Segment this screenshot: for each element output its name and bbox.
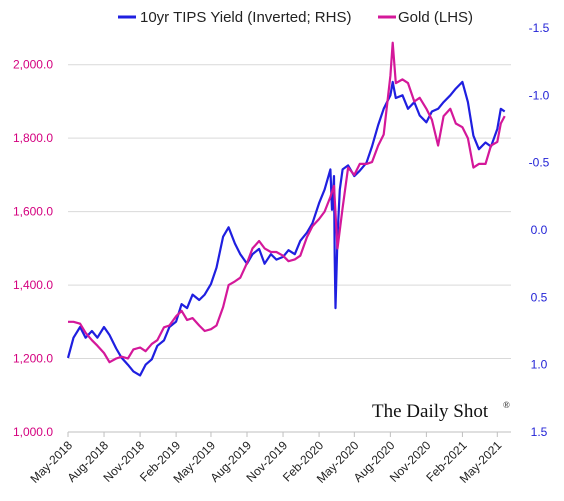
- right-tick-label: 0.5: [531, 290, 548, 304]
- right-tick-label: -1.5: [529, 21, 550, 35]
- left-tick-label: 2,000.0: [13, 58, 53, 72]
- left-tick-label: 1,000.0: [13, 425, 53, 439]
- plot-area: [66, 41, 506, 377]
- left-axis: 1,000.0 1,200.0 1,400.0 1,600.0 1,800.0 2,000…: [13, 58, 53, 439]
- right-tick-label: -1.0: [529, 88, 550, 102]
- left-tick-label: 1,200.0: [13, 352, 53, 366]
- left-tick-label: 1,800.0: [13, 131, 53, 145]
- brand-mark: ®: [503, 400, 510, 410]
- right-axis: -1.5 -1.0 -0.5 0.0 0.5 1.0 1.5: [529, 21, 550, 439]
- gridlines: [68, 64, 511, 360]
- series-line-tips-yield: [66, 80, 506, 377]
- brand-text: The Daily Shot: [372, 401, 489, 422]
- x-axis: May-2018Aug-2018Nov-2018Feb-2019May-2019…: [27, 432, 505, 486]
- right-tick-label: 0.0: [531, 223, 548, 237]
- left-tick-label: 1,600.0: [13, 205, 53, 219]
- legend: 10yr TIPS Yield (Inverted; RHS) Gold (LH…: [118, 9, 473, 26]
- left-tick-label: 1,400.0: [13, 278, 53, 292]
- right-tick-label: -0.5: [529, 156, 550, 170]
- right-tick-label: 1.0: [531, 358, 548, 372]
- series-line-gold: [68, 41, 506, 364]
- legend-label-gold: Gold (LHS): [398, 9, 473, 26]
- legend-label-tips: 10yr TIPS Yield (Inverted; RHS): [140, 9, 351, 26]
- brand-watermark: The Daily Shot ®: [372, 400, 510, 422]
- right-tick-label: 1.5: [531, 425, 548, 439]
